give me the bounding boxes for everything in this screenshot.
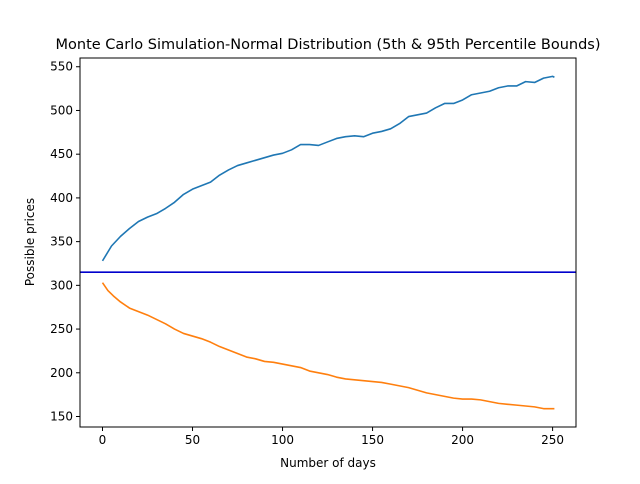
y-tick-label: 300 xyxy=(50,278,73,292)
y-tick-label: 350 xyxy=(50,235,73,249)
plot-marks xyxy=(80,75,576,410)
chart-title: Monte Carlo Simulation-Normal Distributi… xyxy=(56,37,601,53)
x-tick-label: 50 xyxy=(185,433,200,447)
series-line-2 xyxy=(101,282,555,410)
y-tick-label: 200 xyxy=(50,366,73,380)
y-tick-label: 550 xyxy=(50,60,73,74)
plot-frame xyxy=(79,57,577,428)
x-tick-label: 200 xyxy=(451,433,474,447)
x-tick-label: 0 xyxy=(99,433,107,447)
y-tick-label: 250 xyxy=(50,322,73,336)
x-tick-label: 150 xyxy=(361,433,384,447)
y-axis-label: Possible prices xyxy=(23,198,37,286)
x-tick-label: 250 xyxy=(541,433,564,447)
x-tick-label: 100 xyxy=(271,433,294,447)
x-axis-label: Number of days xyxy=(280,456,376,470)
y-tick-label: 450 xyxy=(50,147,73,161)
series-line-1 xyxy=(101,75,555,262)
axis-ticks: 0 50 100 150 200 250 150 200 250 300 350 400 450 500 5… xyxy=(50,60,564,447)
y-tick-label: 150 xyxy=(50,410,73,424)
y-tick-label: 500 xyxy=(50,103,73,117)
y-tick-label: 400 xyxy=(50,191,73,205)
